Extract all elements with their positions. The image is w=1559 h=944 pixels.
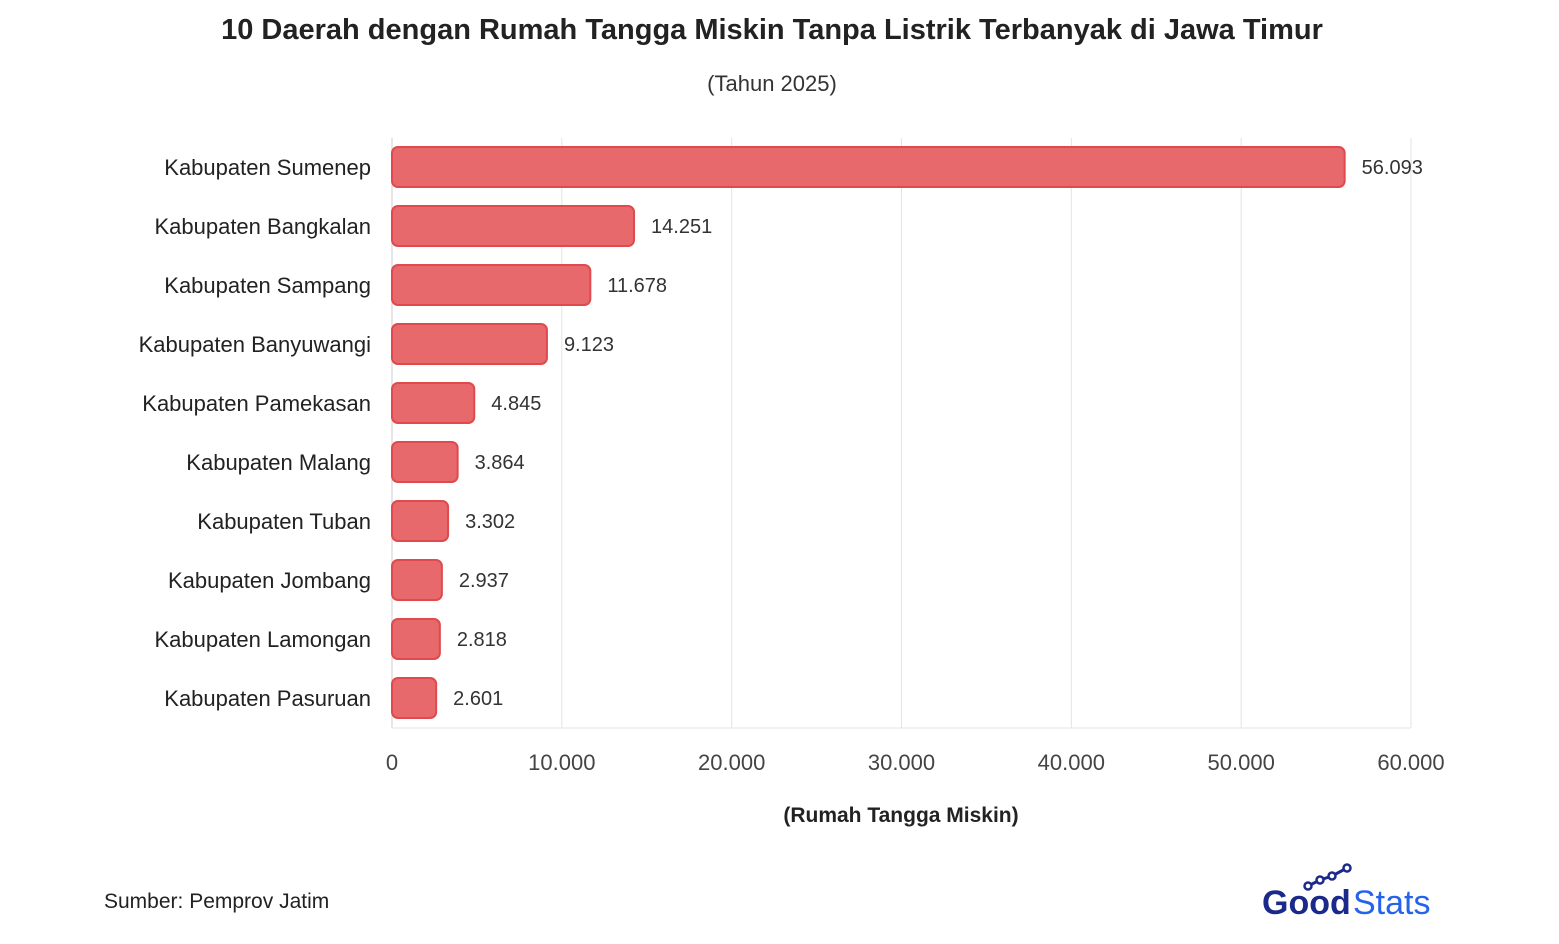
bar (391, 382, 476, 424)
category-label: Kabupaten Bangkalan (154, 214, 371, 239)
logo-text-stats: Stats (1353, 884, 1430, 922)
bar (391, 264, 592, 306)
bar (391, 205, 636, 247)
x-tick-label: 40.000 (1038, 750, 1105, 775)
x-tick-label: 30.000 (868, 750, 935, 775)
bar (391, 323, 548, 365)
category-label: Kabupaten Sampang (164, 273, 371, 298)
category-label: Kabupaten Banyuwangi (139, 332, 371, 357)
value-label: 4.845 (491, 393, 541, 415)
x-axis-title: (Rumah Tangga Miskin) (783, 804, 1018, 827)
value-label: 2.937 (459, 570, 509, 592)
value-label: 3.864 (475, 452, 525, 474)
category-label: Kabupaten Jombang (168, 568, 371, 593)
value-label: 2.601 (453, 688, 503, 710)
labels: 0 10.000 20.000 30.000 40.000 50.000 60.000 Kab… (139, 155, 1445, 775)
trend-line-icon (1303, 863, 1352, 891)
x-tick-label: 50.000 (1208, 750, 1275, 775)
category-label: Kabupaten Malang (186, 450, 371, 475)
value-label: 56.093 (1362, 157, 1423, 179)
category-label: Kabupaten Tuban (197, 509, 371, 534)
value-label: 11.678 (607, 275, 667, 297)
bar (391, 146, 1346, 188)
value-label: 3.302 (465, 511, 515, 533)
chart-subtitle: (Tahun 2025) (707, 71, 837, 96)
source-note: Sumber: Pemprov Jatim (104, 890, 330, 913)
value-label: 2.818 (457, 629, 507, 651)
value-label: 14.251 (651, 216, 712, 238)
bar (391, 500, 450, 542)
category-label: Kabupaten Sumenep (164, 155, 371, 180)
bar (391, 677, 438, 719)
bar (391, 618, 441, 660)
grid-lines (391, 138, 1412, 729)
category-label: Kabupaten Lamongan (154, 627, 371, 652)
x-tick-label: 20.000 (698, 750, 765, 775)
category-label: Kabupaten Pamekasan (142, 391, 371, 416)
x-tick-label: 0 (386, 750, 398, 775)
value-label: 9.123 (564, 334, 614, 356)
x-tick-label: 10.000 (528, 750, 595, 775)
bar-chart: 0 10.000 20.000 30.000 40.000 50.000 60.000 Kab… (139, 138, 1445, 827)
x-tick-label: 60.000 (1377, 750, 1444, 775)
goodstats-logo: Good Stats (1262, 863, 1430, 922)
bars (391, 146, 1346, 719)
category-label: Kabupaten Pasuruan (164, 686, 371, 711)
bar (391, 559, 443, 601)
bar (391, 441, 459, 483)
chart-title: 10 Daerah dengan Rumah Tangga Miskin Tan… (221, 14, 1323, 46)
